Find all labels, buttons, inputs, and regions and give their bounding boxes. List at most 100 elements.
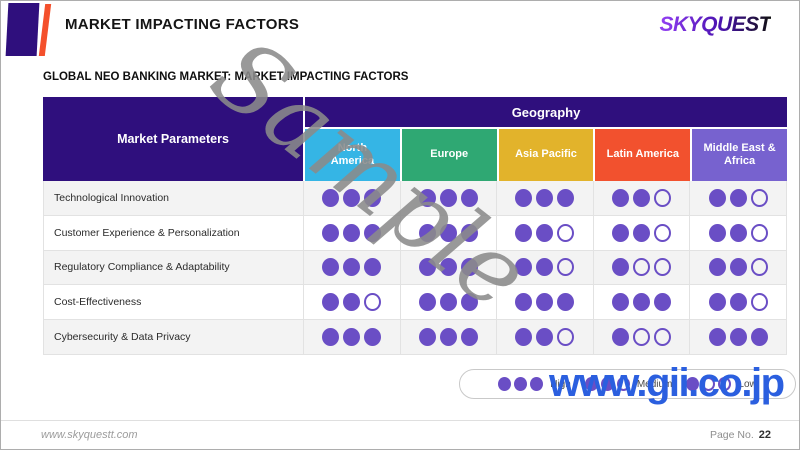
table-row: Customer Experience & Personalization (44, 215, 786, 251)
rating-dot-filled (515, 293, 533, 312)
corner-header-market-parameters: Market Parameters (43, 97, 303, 181)
legend-item-medium: Medium (584, 377, 673, 391)
rating-dot-filled (364, 188, 382, 207)
rating-dot-filled (343, 188, 361, 207)
rating-dot-filled (633, 223, 651, 242)
rating-cell-asia-pacific (497, 215, 594, 250)
rating-dot-filled (708, 223, 726, 242)
brand-accent-orange-shape (38, 4, 52, 56)
rating-cell-europe (401, 285, 498, 320)
legend-dot-filled (514, 377, 528, 391)
rating-dot-filled (515, 223, 533, 242)
legend-label-high: High (550, 378, 571, 390)
rating-dot-filled (439, 258, 457, 277)
rating-dot-filled (536, 258, 554, 277)
page-number-label: Page No. (709, 429, 754, 441)
rating-cell-asia-pacific (497, 285, 594, 320)
rating-dot-filled (322, 188, 340, 207)
rating-cell-north-america (304, 250, 401, 285)
legend-dot-empty (616, 377, 630, 391)
rating-dot-filled (515, 328, 533, 347)
rating-dot-filled (612, 188, 630, 207)
rating-dot-filled (418, 258, 436, 277)
rating-dot-filled (729, 328, 747, 347)
legend-dot-filled (530, 377, 544, 391)
rating-dot-empty (364, 293, 382, 312)
page-title: MARKET IMPACTING FACTORS (65, 16, 300, 33)
rating-cell-north-america (304, 285, 401, 320)
rating-dot-empty (654, 258, 672, 277)
geo-col-north-america: North America (305, 129, 400, 181)
footer-divider (1, 420, 799, 421)
geo-col-asia-pacific: Asia Pacific (498, 129, 594, 181)
legend-dot-filled (686, 377, 700, 391)
legend-dot-filled (600, 377, 614, 391)
geo-col-europe: Europe (401, 129, 497, 181)
page-number-value: 22 (758, 429, 771, 441)
rating-dot-filled (460, 188, 478, 207)
rating-dot-filled (418, 188, 436, 207)
rating-dot-filled (439, 223, 457, 242)
rating-dot-filled (460, 293, 478, 312)
rating-dot-filled (729, 293, 747, 312)
table-row: Cybersecurity & Data Privacy (44, 320, 786, 355)
rating-dot-filled (418, 328, 436, 347)
rating-cell-north-america (304, 181, 401, 215)
rating-cell-latin-america (594, 320, 691, 354)
rating-dot-empty (654, 188, 672, 207)
market-impacting-factors-table: Market Parameters Geography North America… (43, 97, 787, 355)
rating-dot-filled (633, 293, 651, 312)
table-row: Regulatory Compliance & Adaptability (44, 250, 786, 286)
rating-dot-filled (729, 223, 747, 242)
rating-dot-filled (536, 188, 554, 207)
rating-cell-europe (401, 250, 498, 285)
rating-cell-latin-america (594, 215, 691, 250)
rating-dot-filled (439, 293, 457, 312)
rating-cell-latin-america (594, 181, 691, 215)
rating-dot-filled (708, 293, 726, 312)
rating-dot-filled (557, 188, 575, 207)
rating-dot-filled (729, 188, 747, 207)
rating-dot-empty (557, 258, 575, 277)
legend-label-low: Low (738, 378, 757, 390)
rating-dot-filled (612, 293, 630, 312)
rating-dot-filled (612, 223, 630, 242)
geography-header-group: Geography North America Europe Asia Pacific… (305, 97, 787, 181)
legend-label-medium: Medium (636, 378, 673, 390)
rating-dot-empty (633, 258, 651, 277)
rating-dot-filled (557, 293, 575, 312)
rating-dot-empty (654, 328, 672, 347)
brand-accent-purple-shape (5, 3, 40, 56)
rating-dot-empty (654, 223, 672, 242)
rating-dot-filled (364, 328, 382, 347)
rating-dot-filled (708, 188, 726, 207)
rating-dot-filled (322, 293, 340, 312)
geography-group-header: Geography (305, 97, 787, 127)
rating-cell-north-america (304, 215, 401, 250)
rating-cell-middle-east-africa (690, 181, 786, 215)
rating-dot-filled (322, 328, 340, 347)
rating-dot-filled (515, 188, 533, 207)
rating-cell-latin-america (594, 285, 691, 320)
rating-dot-filled (343, 258, 361, 277)
rating-dot-empty (750, 188, 768, 207)
rating-cell-north-america (304, 320, 401, 354)
rating-dot-filled (633, 188, 651, 207)
rating-dot-filled (322, 258, 340, 277)
table-header: Market Parameters Geography North America… (43, 97, 787, 181)
rating-dot-filled (418, 223, 436, 242)
rating-cell-middle-east-africa (690, 251, 786, 285)
rating-cell-middle-east-africa (690, 216, 786, 250)
rating-dot-empty (750, 293, 768, 312)
rating-dot-empty (750, 223, 768, 242)
rating-legend: High Medium Low (459, 369, 796, 399)
footer-website-link[interactable]: www.skyquestt.com (41, 429, 138, 441)
rating-cell-europe (401, 320, 498, 354)
row-label-cost-effectiveness: Cost-Effectiveness (44, 285, 304, 320)
legend-dot-empty (718, 377, 732, 391)
row-label-regulatory-compliance-adaptability: Regulatory Compliance & Adaptability (44, 250, 304, 285)
skyquest-logo: SKYQUEST (659, 13, 771, 36)
rating-cell-asia-pacific (497, 181, 594, 215)
rating-dot-filled (708, 328, 726, 347)
rating-dot-filled (343, 293, 361, 312)
